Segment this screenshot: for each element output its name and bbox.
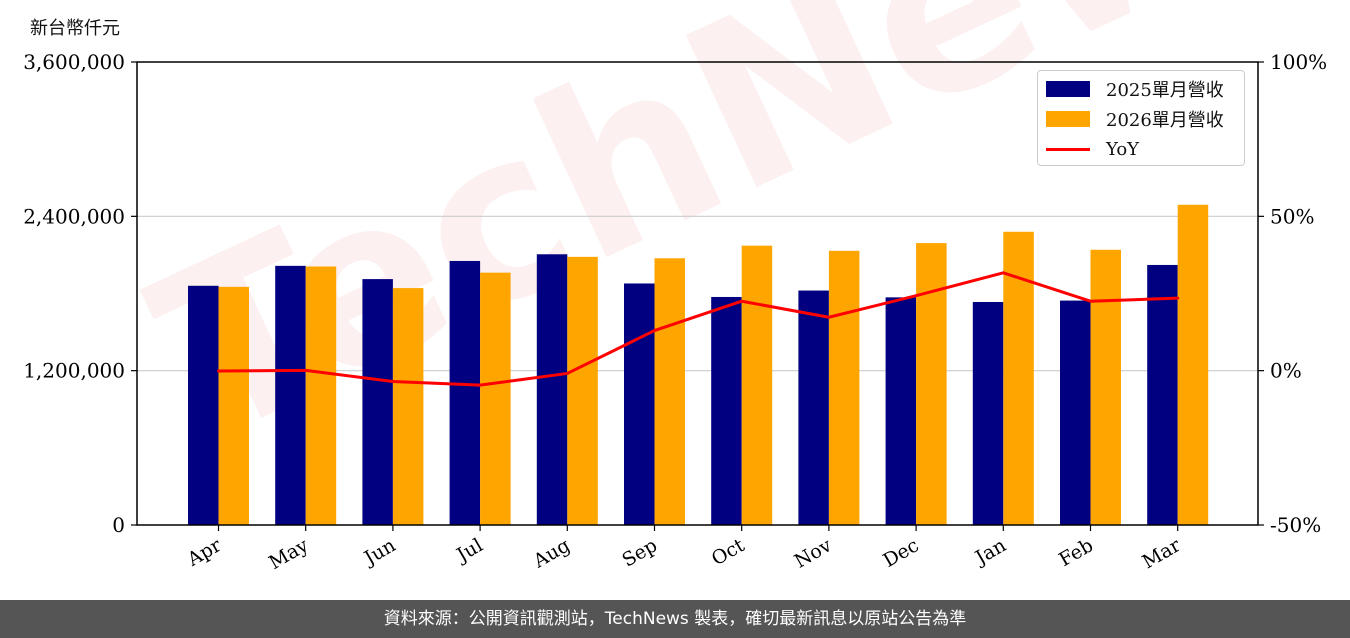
yoy-point xyxy=(1176,296,1180,300)
x-tick-label: Jan xyxy=(970,534,1010,570)
bar-2026 xyxy=(305,266,337,525)
bar-2026 xyxy=(1090,249,1121,525)
yoy-point xyxy=(653,329,656,333)
yoy-point xyxy=(914,294,918,298)
legend-item-yoy: YoY xyxy=(1046,135,1139,163)
revenue-chart: 0 1,200,000 2,400,000 3,600,000 -50% 0% 50% 100… xyxy=(23,50,1327,574)
bar-2025 xyxy=(711,296,742,525)
x-tick-label: Sep xyxy=(618,534,661,571)
legend-item-2026: 2026單月營收 xyxy=(1046,105,1224,133)
chart-legend: 2025單月營收 2026單月營收 YoY xyxy=(1037,70,1245,166)
x-tick-label: Apr xyxy=(183,534,226,571)
y-left-tick-label: 2,400,000 xyxy=(23,204,125,228)
yoy-point xyxy=(740,299,744,303)
y-left-tick-label: 0 xyxy=(112,513,125,537)
source-footer: 資料來源：公開資訊觀測站，TechNews 製表，確切最新訊息以原站公告為準 xyxy=(0,600,1350,638)
bar-2026 xyxy=(916,243,947,525)
bar-2025 xyxy=(1060,300,1091,525)
bar-2025 xyxy=(362,279,393,525)
yoy-line xyxy=(218,271,1178,387)
x-tick-label: Jun xyxy=(359,534,400,570)
legend-swatch-2025 xyxy=(1046,81,1090,97)
yoy-point xyxy=(1089,299,1092,303)
bar-2025 xyxy=(536,254,568,525)
x-tick-label: Oct xyxy=(708,534,749,570)
bar-2026 xyxy=(654,258,685,525)
bar-2025 xyxy=(624,283,655,525)
bar-2026 xyxy=(828,250,860,525)
bar-2026 xyxy=(1177,204,1209,525)
plot-frame xyxy=(136,61,1259,526)
bar-2025 xyxy=(1147,264,1178,525)
bar-2026 xyxy=(567,256,598,525)
legend-item-2025: 2025單月營收 xyxy=(1046,75,1224,103)
yoy-point xyxy=(478,383,482,387)
y-left-tick-label: 3,600,000 xyxy=(23,50,125,74)
bar-2026 xyxy=(218,286,249,525)
yoy-point xyxy=(565,371,569,375)
y-axis-unit-label: 新台幣仟元 xyxy=(30,18,120,39)
x-tick-label: Feb xyxy=(1055,534,1097,571)
legend-label-2025: 2025單月營收 xyxy=(1106,80,1224,101)
bar-2026 xyxy=(392,288,424,525)
x-tick-label: Dec xyxy=(879,534,922,572)
bar-2025 xyxy=(885,297,917,525)
bar-2025 xyxy=(275,265,306,525)
legend-label-yoy: YoY xyxy=(1106,138,1140,160)
x-tick-label: Aug xyxy=(529,534,574,573)
bar-2025 xyxy=(449,260,481,525)
x-tick-label: May xyxy=(265,534,312,574)
legend-swatch-2026 xyxy=(1046,111,1090,127)
legend-line-yoy xyxy=(1046,147,1090,151)
legend-label-2026: 2026單月營收 xyxy=(1106,110,1224,131)
yoy-point xyxy=(827,315,831,319)
yoy-point xyxy=(391,379,395,383)
y-right-tick-label: -50% xyxy=(1270,513,1321,537)
x-tick-label: Jul xyxy=(451,534,486,567)
yoy-point xyxy=(304,368,308,372)
y-right-tick-label: 50% xyxy=(1270,204,1314,228)
yoy-point xyxy=(217,369,220,373)
x-tick-label: Nov xyxy=(791,534,836,573)
bar-2026 xyxy=(741,245,773,525)
yoy-point xyxy=(1001,271,1005,275)
bar-2026 xyxy=(480,272,511,525)
x-tick-label: Mar xyxy=(1139,534,1185,573)
bar-2025 xyxy=(798,290,829,525)
bar-2025 xyxy=(972,301,1004,525)
bar-2025 xyxy=(188,285,219,525)
y-left-tick-label: 1,200,000 xyxy=(23,359,125,383)
y-right-tick-label: 0% xyxy=(1270,359,1302,383)
y-right-tick-label: 100% xyxy=(1270,50,1327,74)
